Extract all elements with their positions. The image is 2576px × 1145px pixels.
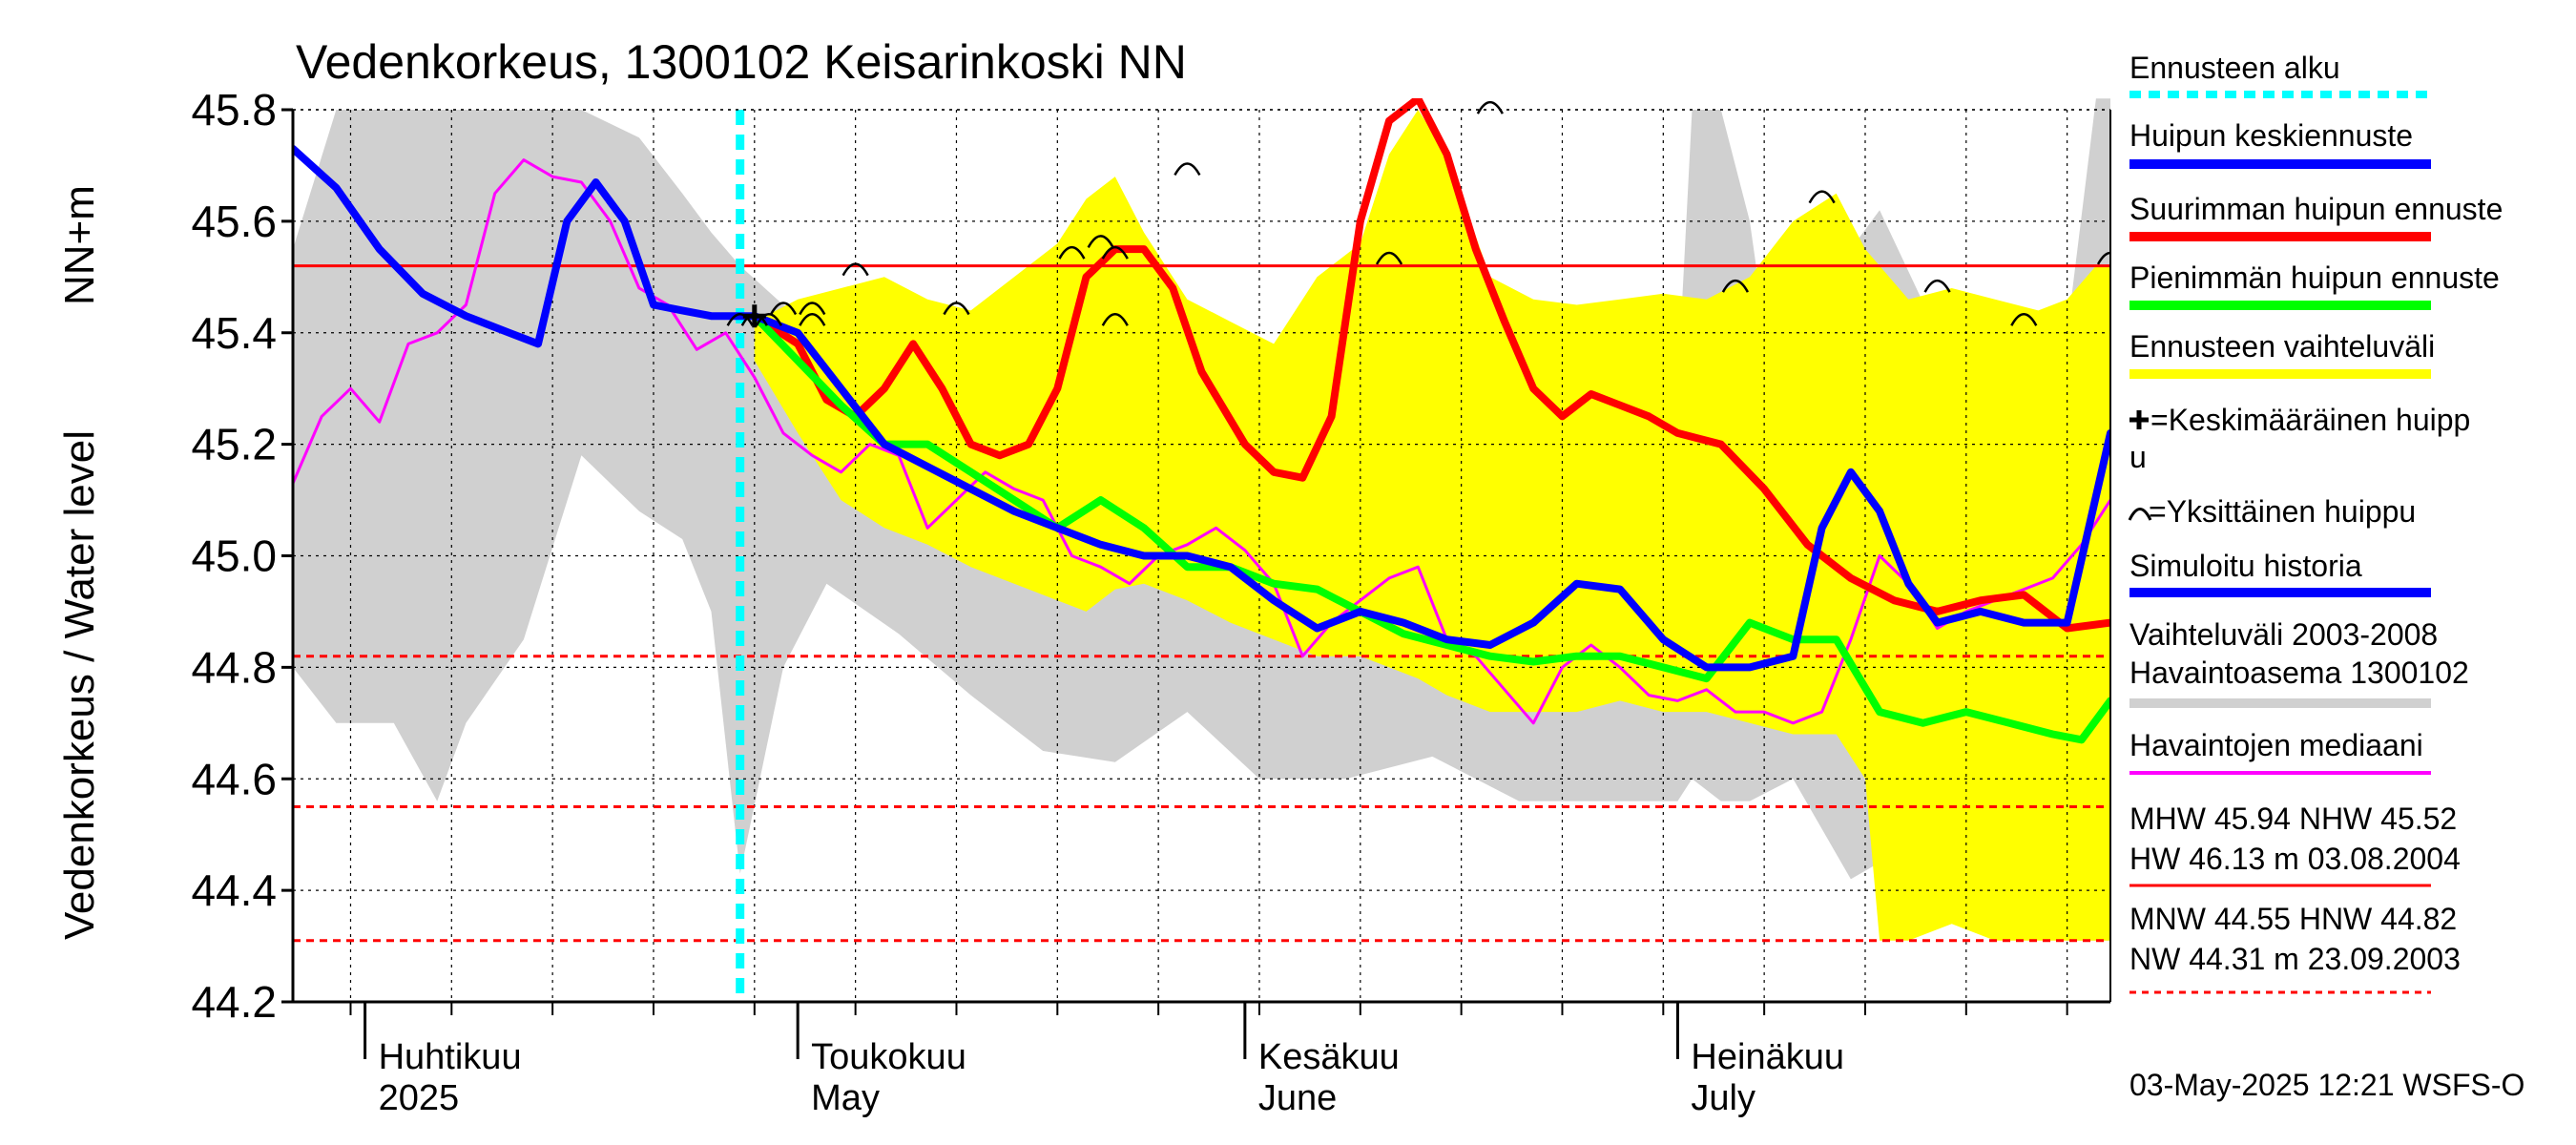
stats-low-line: NW 44.31 m 23.09.2003 <box>2129 942 2461 976</box>
individual-peak-marker <box>2010 313 2038 326</box>
y-tick-label: 45.4 <box>191 308 277 358</box>
individual-peak-marker <box>2096 251 2110 265</box>
individual-peak-marker <box>1721 279 1749 293</box>
individual-peak-marker <box>1923 279 1951 293</box>
legend: Huipun keskiennuste Suurimman huipun ennu… <box>2128 91 2503 994</box>
legend-label: =Keskimääräinen huipp <box>2150 403 2470 437</box>
x-month-label: Heinäkuu <box>1691 1037 1844 1077</box>
legend-label: u <box>2129 440 2147 474</box>
legend-label: Ennusteen vaihteluväli <box>2129 329 2435 364</box>
chart-title: Vedenkorkeus, 1300102 Keisarinkoski NN <box>296 35 1187 89</box>
individual-peak-marker <box>943 302 970 316</box>
individual-peak-marker <box>1174 162 1201 177</box>
series-havaintojen-mediaani <box>293 158 2110 725</box>
series-huipun-keskiennuste <box>750 312 2110 672</box>
stats-high-line: MHW 45.94 NHW 45.52 <box>2129 802 2457 836</box>
individual-peak-marker <box>769 302 798 316</box>
individual-peak-marker <box>755 313 783 326</box>
y-tick-label: 45.8 <box>191 85 277 135</box>
individual-peak-marker <box>1375 251 1403 265</box>
legend-label: Simuloitu historia <box>2129 549 2362 583</box>
series-pienimm-n-huipun-ennuste <box>750 312 2110 744</box>
plot-area: 44.2 44.4 44.6 44.8 45.0 45.2 45.4 45.6 45.8 Huht… <box>191 51 2339 1118</box>
legend-label: Suurimman huipun ennuste <box>2129 192 2503 226</box>
legend-label: Huipun keskiennuste <box>2129 118 2413 153</box>
individual-peak-marker <box>799 302 826 316</box>
legend-label: Havaintojen mediaani <box>2129 728 2423 762</box>
y-axis-unit-label: NN+m <box>56 185 103 305</box>
legend-label: Havaintoasema 1300102 <box>2129 656 2469 690</box>
individual-peak-marker <box>1087 235 1114 249</box>
y-tick-label: 44.8 <box>191 642 277 692</box>
x-month-sublabel: May <box>811 1078 880 1118</box>
individual-peak-marker <box>1101 313 1129 326</box>
stats-low-line: MNW 44.55 HNW 44.82 <box>2129 902 2457 936</box>
stats-high-line: HW 46.13 m 03.08.2004 <box>2129 842 2461 876</box>
individual-peak-marker <box>799 313 826 326</box>
y-tick-label: 45.0 <box>191 531 277 581</box>
y-tick-label: 44.4 <box>191 865 277 915</box>
x-month-label: Kesäkuu <box>1258 1037 1400 1077</box>
series-simuloitu-historia <box>293 144 758 348</box>
legend-label: Vaihteluväli 2003-2008 <box>2129 617 2438 652</box>
x-month-label: Huhtikuu <box>379 1037 522 1077</box>
individual-peak-marker <box>841 262 869 277</box>
legend-plus-icon <box>2129 410 2149 429</box>
forecast-range-band <box>754 110 2110 941</box>
y-tick-label: 45.6 <box>191 197 277 246</box>
y-tick-label: 44.2 <box>191 977 277 1027</box>
legend-label: =Yksittäinen huippu <box>2149 494 2416 529</box>
y-tick-label: 45.2 <box>191 420 277 469</box>
legend-label: Ennusteen alku <box>2129 51 2340 85</box>
average-peak-marker <box>742 304 766 328</box>
y-tick-label: 44.6 <box>191 754 277 803</box>
x-month-sublabel: July <box>1691 1078 1755 1118</box>
x-month-sublabel: 2025 <box>379 1078 460 1118</box>
individual-peak-marker <box>1476 100 1504 114</box>
y-axis-label: Vedenkorkeus / Water level <box>56 430 103 940</box>
individual-peak-marker <box>1058 245 1086 260</box>
individual-peak-marker <box>726 313 754 326</box>
legend-label: Pienimmän huipun ennuste <box>2129 260 2500 295</box>
individual-peak-marker <box>1101 245 1129 260</box>
x-month-label: Toukokuu <box>811 1037 966 1077</box>
footer-timestamp: 03-May-2025 12:21 WSFS-O <box>2129 1068 2524 1102</box>
x-month-sublabel: June <box>1258 1078 1337 1118</box>
legend-arc-icon <box>2128 508 2152 521</box>
plot-content <box>293 98 2110 1002</box>
individual-peak-marker <box>1808 190 1836 204</box>
